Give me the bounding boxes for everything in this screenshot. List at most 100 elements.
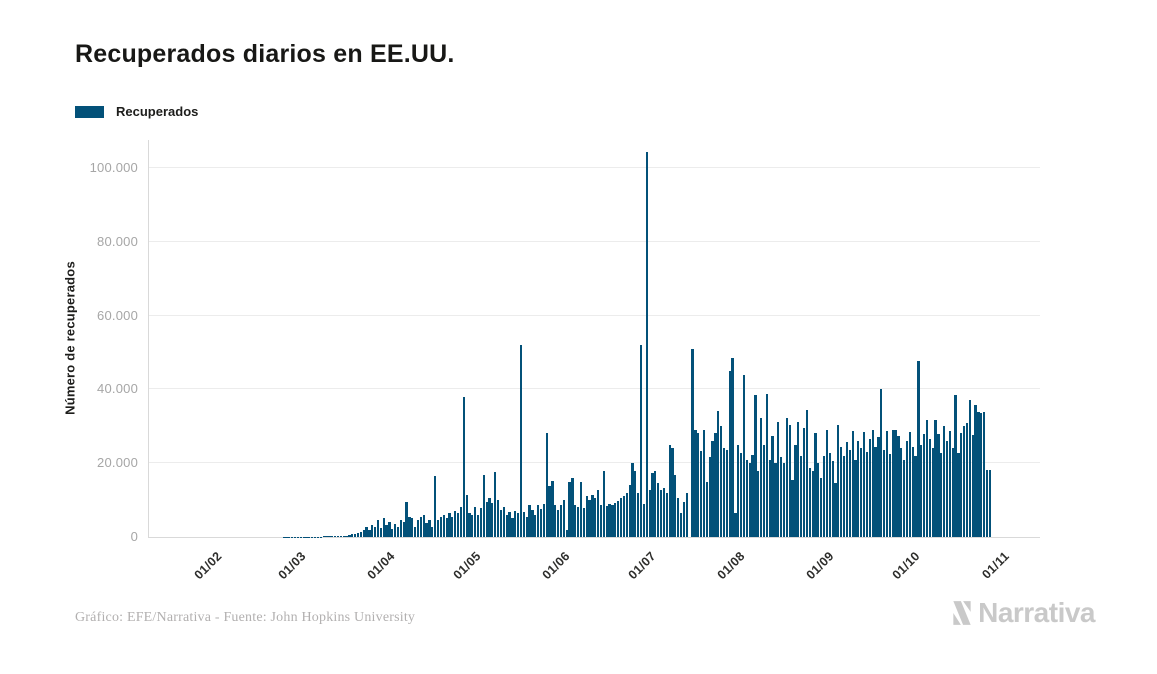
bar[interactable]: [325, 536, 328, 537]
bar[interactable]: [811, 471, 814, 537]
bar[interactable]: [742, 374, 746, 537]
bar[interactable]: [362, 530, 365, 537]
bar[interactable]: [394, 524, 397, 537]
bar[interactable]: [365, 527, 368, 537]
bar[interactable]: [374, 527, 377, 537]
bar[interactable]: [537, 504, 540, 537]
bar[interactable]: [634, 471, 637, 537]
bar[interactable]: [376, 520, 380, 537]
bar[interactable]: [659, 489, 663, 537]
bar[interactable]: [654, 471, 657, 537]
bar[interactable]: [545, 432, 548, 537]
bar[interactable]: [817, 463, 820, 537]
bar[interactable]: [848, 449, 851, 537]
bar[interactable]: [757, 470, 760, 537]
bar[interactable]: [797, 421, 800, 537]
bar[interactable]: [331, 536, 334, 537]
bar[interactable]: [963, 426, 966, 537]
bar[interactable]: [751, 454, 754, 537]
bar[interactable]: [777, 421, 780, 537]
bar[interactable]: [611, 504, 614, 537]
bar[interactable]: [805, 409, 809, 537]
bar[interactable]: [814, 432, 817, 537]
bar[interactable]: [539, 509, 543, 537]
bar[interactable]: [668, 444, 671, 537]
bar[interactable]: [474, 506, 477, 537]
bar[interactable]: [897, 435, 900, 537]
bar[interactable]: [617, 500, 620, 537]
bar[interactable]: [840, 446, 843, 537]
bar[interactable]: [351, 534, 354, 537]
bar[interactable]: [943, 426, 946, 537]
bar[interactable]: [511, 517, 514, 537]
bar[interactable]: [788, 424, 791, 537]
bar[interactable]: [628, 485, 631, 537]
bar[interactable]: [345, 535, 348, 537]
bar[interactable]: [522, 511, 525, 537]
bar[interactable]: [914, 455, 917, 537]
bar[interactable]: [957, 452, 960, 537]
bar[interactable]: [765, 393, 768, 537]
bar[interactable]: [925, 419, 929, 537]
bar[interactable]: [571, 478, 574, 537]
bar[interactable]: [419, 516, 422, 537]
bar[interactable]: [920, 444, 923, 537]
bar[interactable]: [442, 514, 445, 537]
bar[interactable]: [434, 476, 437, 537]
bar[interactable]: [825, 429, 829, 537]
bar[interactable]: [940, 452, 943, 537]
bar[interactable]: [837, 424, 840, 537]
bar[interactable]: [937, 433, 940, 537]
bar[interactable]: [651, 473, 654, 537]
bar[interactable]: [923, 433, 926, 537]
bar[interactable]: [968, 399, 971, 537]
bar[interactable]: [894, 430, 897, 537]
bar[interactable]: [445, 518, 448, 537]
bar[interactable]: [820, 477, 823, 537]
bar[interactable]: [674, 474, 677, 537]
bar[interactable]: [785, 418, 788, 537]
bar[interactable]: [562, 499, 565, 537]
bar[interactable]: [488, 498, 491, 537]
bar[interactable]: [528, 504, 531, 537]
bar[interactable]: [880, 389, 883, 537]
bar[interactable]: [339, 535, 342, 537]
bar[interactable]: [379, 528, 382, 537]
bar[interactable]: [396, 527, 400, 537]
bar[interactable]: [462, 396, 465, 537]
bar[interactable]: [542, 503, 545, 537]
bar[interactable]: [448, 513, 451, 537]
bar[interactable]: [399, 520, 402, 537]
bar[interactable]: [333, 536, 337, 537]
bar[interactable]: [771, 435, 774, 537]
bar[interactable]: [502, 506, 505, 537]
bar[interactable]: [985, 469, 989, 537]
bar[interactable]: [391, 529, 394, 537]
bar[interactable]: [911, 446, 914, 537]
bar[interactable]: [885, 431, 889, 537]
bar[interactable]: [485, 501, 488, 537]
bar[interactable]: [908, 431, 911, 537]
bar[interactable]: [619, 498, 623, 537]
bar[interactable]: [451, 516, 454, 537]
bar[interactable]: [988, 469, 992, 537]
bar[interactable]: [782, 463, 786, 537]
bar[interactable]: [459, 507, 463, 537]
bar[interactable]: [548, 486, 551, 537]
bar[interactable]: [662, 488, 666, 537]
bar[interactable]: [854, 459, 857, 537]
bar[interactable]: [754, 394, 757, 537]
bar[interactable]: [697, 432, 700, 537]
bar[interactable]: [554, 504, 557, 537]
bar[interactable]: [800, 455, 803, 537]
bar[interactable]: [917, 361, 920, 537]
bar[interactable]: [948, 431, 951, 537]
bar[interactable]: [977, 411, 980, 537]
bar[interactable]: [780, 456, 783, 537]
bar[interactable]: [505, 514, 508, 537]
bar[interactable]: [531, 510, 534, 537]
bar[interactable]: [402, 521, 405, 537]
bar[interactable]: [577, 506, 580, 537]
bar[interactable]: [720, 426, 723, 537]
bar[interactable]: [745, 459, 748, 537]
